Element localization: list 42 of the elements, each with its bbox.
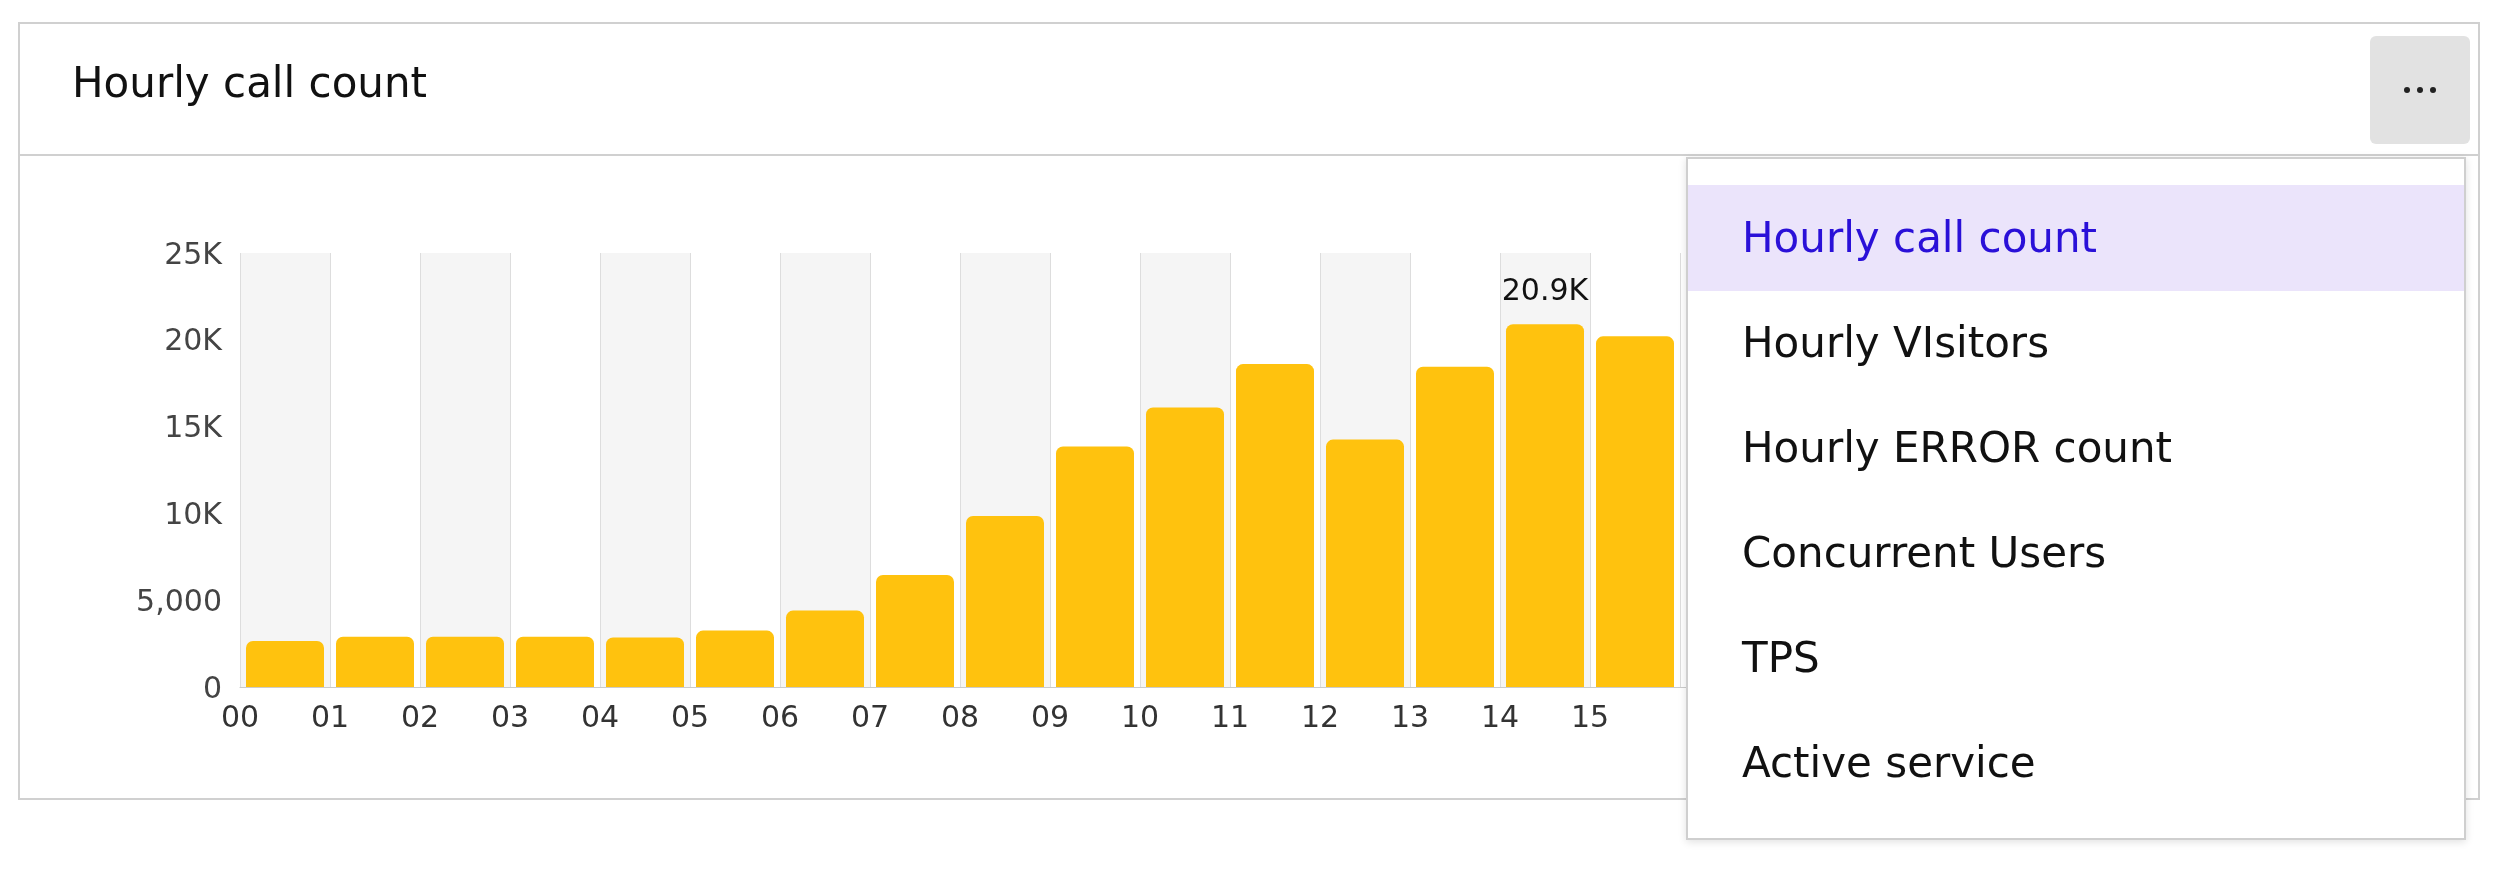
x-tick-label: 04	[580, 698, 620, 734]
y-tick-label: 0	[202, 669, 222, 705]
bar	[516, 636, 594, 687]
menu-item: TPS	[1741, 632, 1821, 684]
x-tick-label: 05	[670, 698, 710, 734]
x-tick-label: 01	[310, 698, 350, 734]
x-tick-label: 06	[760, 698, 800, 734]
bar	[606, 637, 684, 687]
x-tick-label: 09	[1030, 698, 1070, 734]
x-tick-label: 15	[1570, 698, 1610, 734]
annotation: 20.9K	[1501, 271, 1590, 307]
bar	[1596, 336, 1674, 687]
bar	[1416, 366, 1494, 687]
x-tick-label: 03	[490, 698, 530, 734]
x-tick-label: 10	[1120, 698, 1160, 734]
x-tick-label: 00	[220, 698, 260, 734]
bar	[246, 641, 324, 687]
menu-item: Hourly ERROR count	[1741, 422, 2174, 474]
x-tick-label: 11	[1210, 698, 1250, 734]
bar	[786, 610, 864, 687]
menu-item: Active service	[1741, 737, 2037, 789]
bar	[696, 630, 774, 687]
bar	[1236, 364, 1314, 687]
bar	[1056, 446, 1134, 687]
y-tick-label: 10K	[164, 495, 224, 531]
x-tick-label: 08	[940, 698, 980, 734]
chart-title: Hourly call count	[72, 58, 428, 107]
x-tick-label: 12	[1300, 698, 1340, 734]
y-tick-label: 15K	[164, 409, 224, 445]
x-tick-label: 02	[400, 698, 440, 734]
x-tick-label: 13	[1390, 698, 1430, 734]
y-tick-label: 20K	[164, 322, 224, 358]
bar	[876, 575, 954, 687]
bar	[426, 636, 504, 687]
x-tick-label: 07	[850, 698, 890, 734]
bar	[336, 636, 414, 687]
x-tick-label: 14	[1480, 698, 1520, 734]
menu-item: Hourly VIsitors	[1741, 317, 2051, 369]
menu-item: Concurrent Users	[1741, 527, 2108, 579]
selected-menu-item: Hourly call count	[1688, 185, 2464, 291]
y-tick-label: 5,000	[136, 582, 222, 618]
y-tick-label: 25K	[164, 235, 224, 271]
